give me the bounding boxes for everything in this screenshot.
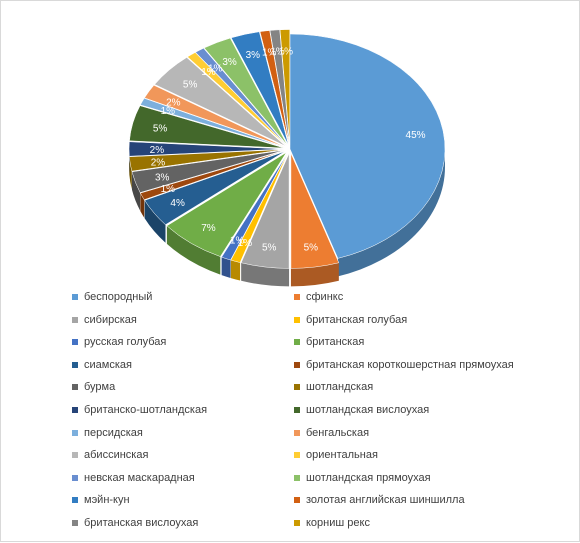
legend-swatch	[72, 497, 78, 503]
data-label: 3%	[222, 57, 237, 68]
legend-item: сфинкс	[294, 288, 343, 306]
data-label: 7%	[201, 223, 216, 234]
legend-item: сибирская	[72, 311, 137, 329]
legend-swatch	[72, 362, 78, 368]
legend-item: британская голубая	[294, 311, 407, 329]
legend-item: персидская	[72, 424, 143, 442]
legend-label: британско-шотландская	[84, 404, 207, 416]
legend-swatch	[72, 520, 78, 526]
legend-item: шотландская	[294, 378, 373, 396]
legend-item: шотландская вислоухая	[294, 401, 429, 419]
legend-label: персидская	[84, 427, 143, 439]
legend-swatch	[72, 452, 78, 458]
legend-label: британская	[306, 336, 364, 348]
legend-swatch	[72, 384, 78, 390]
legend-label: шотландская	[306, 381, 373, 393]
legend-swatch	[72, 339, 78, 345]
data-label: 5%	[183, 80, 198, 91]
legend-item: мэйн-кун	[72, 491, 130, 509]
data-label: 45%	[406, 130, 426, 141]
legend-swatch	[294, 452, 300, 458]
legend-item: беспородный	[72, 288, 152, 306]
pie-plot: 45%5%5%1%1%7%4%1%3%2%2%5%1%2%5%1%1%3%3%1…	[129, 30, 445, 287]
legend-item: британская короткошерстная прямоухая	[294, 356, 514, 374]
pie-slice-side	[222, 257, 231, 278]
legend-item: ориентальная	[294, 446, 378, 464]
legend-swatch	[72, 407, 78, 413]
data-label: 5%	[153, 123, 168, 134]
data-label: 5%	[262, 243, 277, 254]
data-label: 1%	[161, 184, 176, 195]
legend-swatch	[294, 497, 300, 503]
legend-swatch	[294, 430, 300, 436]
legend-item: шотландская прямоухая	[294, 469, 431, 487]
legend-label: золотая английская шиншилла	[306, 494, 465, 506]
legend-label: шотландская вислоухая	[306, 404, 429, 416]
legend-label: ориентальная	[306, 449, 378, 461]
legend-item: корниш рекс	[294, 514, 370, 532]
legend-label: бенгальская	[306, 427, 369, 439]
data-label: 3%	[246, 50, 261, 61]
data-label: 5%	[304, 243, 319, 254]
legend-label: абиссинская	[84, 449, 148, 461]
legend-item: абиссинская	[72, 446, 148, 464]
legend-item: сиамская	[72, 356, 132, 374]
data-label: 2%	[166, 97, 181, 108]
legend-label: британская голубая	[306, 314, 407, 326]
legend-swatch	[294, 317, 300, 323]
legend-swatch	[294, 294, 300, 300]
legend-item: бурма	[72, 378, 115, 396]
data-label: 4%	[170, 198, 185, 209]
legend-label: шотландская прямоухая	[306, 472, 431, 484]
legend-swatch	[294, 475, 300, 481]
data-label: 1%	[208, 63, 223, 74]
legend-label: бурма	[84, 381, 115, 393]
chart-legend: беспородный сфинкс сибирская британская гол…	[68, 285, 513, 538]
legend-swatch	[72, 475, 78, 481]
legend-label: британская вислоухая	[84, 517, 198, 529]
legend-swatch	[294, 520, 300, 526]
legend-label: мэйн-кун	[84, 494, 130, 506]
legend-swatch	[72, 294, 78, 300]
legend-swatch	[294, 339, 300, 345]
legend-swatch	[72, 317, 78, 323]
legend-item: невская маскарадная	[72, 469, 195, 487]
legend-item: британская вислоухая	[72, 514, 198, 532]
legend-swatch	[294, 384, 300, 390]
legend-label: сибирская	[84, 314, 137, 326]
legend-item: русская голубая	[72, 333, 166, 351]
legend-label: корниш рекс	[306, 517, 370, 529]
legend-item: золотая английская шиншилла	[294, 491, 465, 509]
legend-label: сиамская	[84, 359, 132, 371]
data-label: 1%	[230, 236, 245, 247]
data-label: 2%	[151, 157, 166, 168]
legend-label: беспородный	[84, 291, 152, 303]
data-label: 3%	[155, 173, 170, 184]
pie-slice-side	[231, 260, 240, 280]
legend-swatch	[294, 362, 300, 368]
legend-label: русская голубая	[84, 336, 166, 348]
legend-item: бенгальская	[294, 424, 369, 442]
legend-swatch	[294, 407, 300, 413]
legend-label: невская маскарадная	[84, 472, 195, 484]
legend-label: сфинкс	[306, 291, 343, 303]
data-label: 2%	[150, 145, 165, 156]
legend-label: британская короткошерстная прямоухая	[306, 359, 514, 371]
legend-swatch	[72, 430, 78, 436]
data-label: 1%	[279, 46, 294, 57]
legend-item: британская	[294, 333, 364, 351]
legend-item: британско-шотландская	[72, 401, 207, 419]
